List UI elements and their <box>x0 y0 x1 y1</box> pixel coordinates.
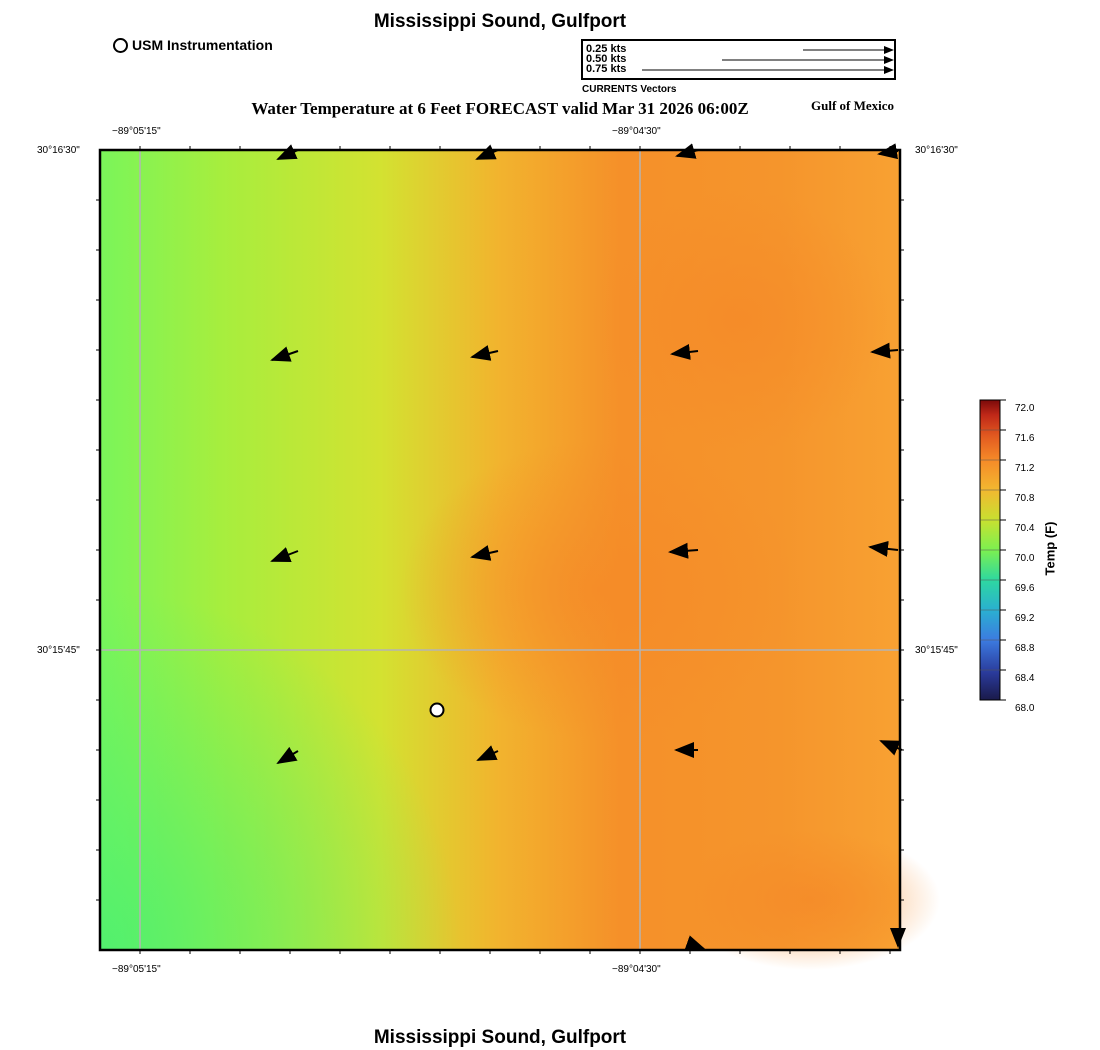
current-legend-speed-2: 0.50 kts <box>586 53 627 65</box>
instrument-legend: USM Instrumentation <box>113 37 273 53</box>
y-tick-label-left-2: 30°15'45" <box>37 645 80 656</box>
colorbar-tick: 70.4 <box>1015 523 1035 534</box>
colorbar-tick: 68.4 <box>1015 673 1035 684</box>
x-tick-label-bottom-1: −89°05'15" <box>112 964 161 975</box>
colorbar-tick: 71.2 <box>1015 463 1035 474</box>
colorbar <box>979 399 1006 701</box>
current-vectors <box>270 143 906 951</box>
plot-title: Water Temperature at 6 Feet FORECAST val… <box>251 99 749 118</box>
x-tick-label-top-2: −89°04'30" <box>612 126 661 137</box>
current-legend-speed-3: 0.75 kts <box>586 63 627 75</box>
x-tick-label-bottom-2: −89°04'30" <box>612 964 661 975</box>
temperature-field <box>100 150 940 970</box>
colorbar-label: Temp (F) <box>1042 521 1058 576</box>
region-label: Gulf of Mexico <box>811 98 895 113</box>
y-tick-label-right-1: 30°16'30" <box>915 145 958 156</box>
instrument-marker-icon <box>113 37 128 53</box>
colorbar-tick: 68.8 <box>1015 643 1035 654</box>
current-legend-speed-1: 0.25 kts <box>586 43 627 55</box>
y-tick-label-right-2: 30°15'45" <box>915 645 958 656</box>
current-scale-legend <box>581 39 896 80</box>
graticule <box>100 150 900 950</box>
x-tick-label-top-1: −89°05'15" <box>112 126 161 137</box>
y-tick-label-left-1: 30°16'30" <box>37 145 80 156</box>
current-legend-caption: CURRENTS Vectors <box>582 84 677 95</box>
usm-station-marker <box>429 702 445 718</box>
footer-title: Mississippi Sound, Gulfport <box>373 1027 627 1048</box>
current-legend-labels: 0.25 kts 0.50 kts 0.75 kts <box>586 43 627 75</box>
colorbar-tick: 70.0 <box>1015 553 1035 564</box>
colorbar-tick: 69.6 <box>1015 583 1035 594</box>
colorbar-tick: 70.8 <box>1015 493 1035 504</box>
colorbar-tick: 69.2 <box>1015 613 1035 624</box>
instrument-legend-label: USM Instrumentation <box>132 37 273 53</box>
map-title: Mississippi Sound, Gulfport <box>373 11 627 32</box>
colorbar-tick: 68.0 <box>1015 703 1035 714</box>
colorbar-tick: 71.6 <box>1015 433 1035 444</box>
colorbar-tick-labels: 72.0 71.6 71.2 70.8 70.4 70.0 69.6 69.2 … <box>1015 394 1034 724</box>
colorbar-tick: 72.0 <box>1015 403 1035 414</box>
